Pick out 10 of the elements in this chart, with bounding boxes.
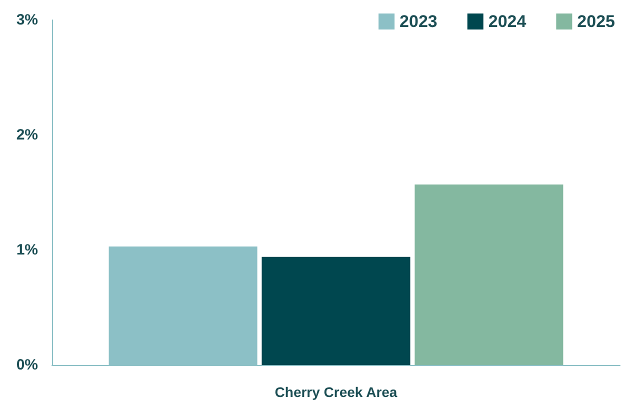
legend-label: 2023 xyxy=(400,12,438,31)
y-tick-label: 0% xyxy=(16,356,38,374)
legend-label: 2024 xyxy=(488,12,527,31)
y-tick-label: 3% xyxy=(16,12,38,28)
bar xyxy=(262,256,410,365)
y-tick-label: 2% xyxy=(16,126,38,144)
y-tick-label: 1% xyxy=(16,242,38,258)
legend-label: 2025 xyxy=(577,12,616,31)
x-tick-label: Cherry Creek Area xyxy=(274,384,398,400)
bar xyxy=(414,184,564,365)
